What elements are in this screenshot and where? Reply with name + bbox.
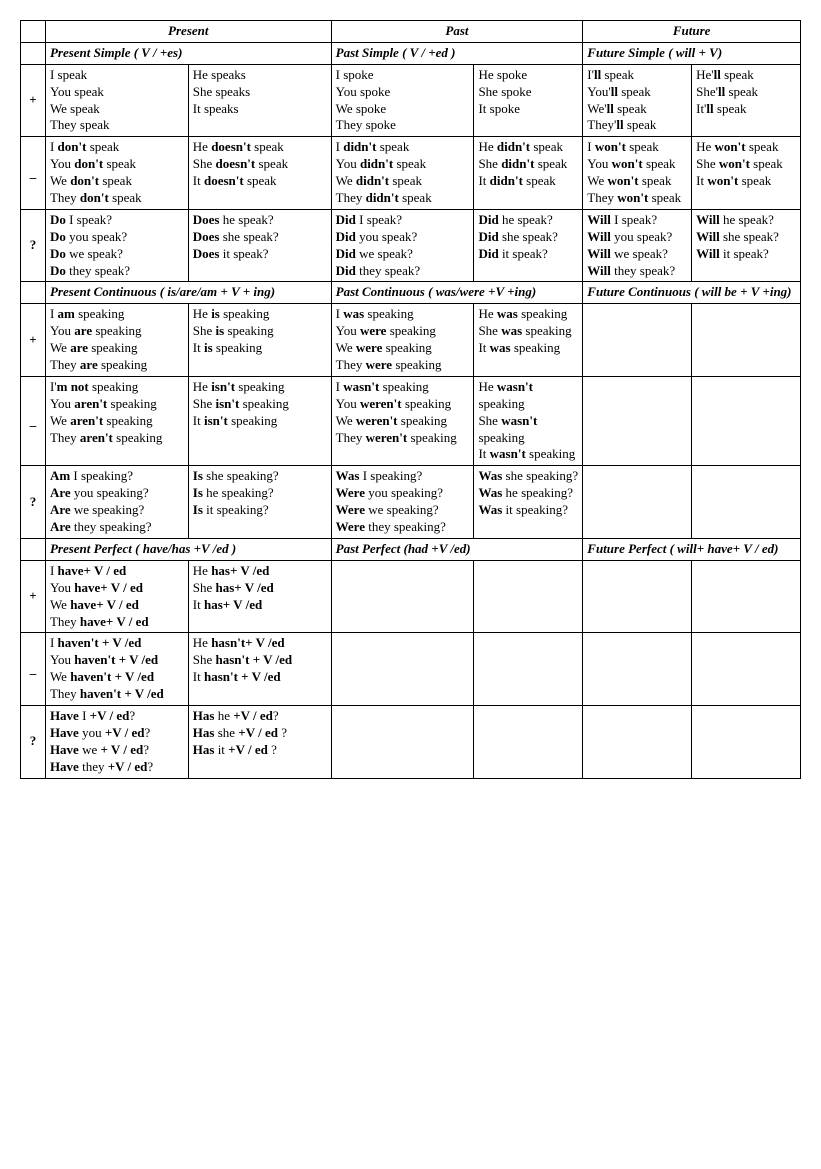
sign-plus: +	[21, 304, 46, 377]
cell: He speaksShe speaksIt speaks	[188, 64, 331, 137]
subheader-past-cont: Past Continuous ( was/were +V +ing)	[331, 282, 583, 304]
subheader-future-simple: Future Simple ( will + V)	[583, 42, 801, 64]
blank-cell	[21, 42, 46, 64]
cell	[331, 705, 474, 778]
cell: I'll speakYou'll speakWe'll speakThey'll…	[583, 64, 692, 137]
corner-cell	[21, 21, 46, 43]
cell: I haven't + V /edYou haven't + V /edWe h…	[45, 633, 188, 706]
cell	[692, 633, 801, 706]
cell: Will he speak?Will she speak?Will it spe…	[692, 209, 801, 282]
cell: I am speakingYou are speakingWe are spea…	[45, 304, 188, 377]
cell: Was I speaking?Were you speaking?Were we…	[331, 466, 474, 539]
cell: Is she speaking?Is he speaking?Is it spe…	[188, 466, 331, 539]
cell: He hasn't+ V /edShe hasn't + V /edIt has…	[188, 633, 331, 706]
cell	[692, 560, 801, 633]
header-future: Future	[583, 21, 801, 43]
cell: Does he speak?Does she speak?Does it spe…	[188, 209, 331, 282]
cell: I spokeYou spokeWe spokeThey spoke	[331, 64, 474, 137]
cell: He was speakingShe was speakingIt was sp…	[474, 304, 583, 377]
cell: I didn't speakYou didn't speakWe didn't …	[331, 137, 474, 210]
blank-cell	[21, 538, 46, 560]
subheader-past-perf: Past Perfect (had +V /ed)	[331, 538, 583, 560]
cell	[583, 705, 692, 778]
cell: He'll speakShe'll speakIt'll speak	[692, 64, 801, 137]
cell	[331, 560, 474, 633]
cell: Do I speak?Do you speak?Do we speak?Do t…	[45, 209, 188, 282]
sign-question: ?	[21, 466, 46, 539]
cell: I speakYou speakWe speakThey speak	[45, 64, 188, 137]
cell: He doesn't speakShe doesn't speakIt does…	[188, 137, 331, 210]
cell: He didn't speakShe didn't speakIt didn't…	[474, 137, 583, 210]
cell	[474, 633, 583, 706]
cell	[692, 376, 801, 465]
cell: I wasn't speakingYou weren't speakingWe …	[331, 376, 474, 465]
subheader-past-simple: Past Simple ( V / +ed )	[331, 42, 583, 64]
subheader-future-cont: Future Continuous ( will be + V +ing)	[583, 282, 801, 304]
cell: He spokeShe spokeIt spoke	[474, 64, 583, 137]
cell: I don't speakYou don't speakWe don't spe…	[45, 137, 188, 210]
sign-question: ?	[21, 209, 46, 282]
cell: I won't speakYou won't speakWe won't spe…	[583, 137, 692, 210]
subheader-present-perf: Present Perfect ( have/has +V /ed )	[45, 538, 331, 560]
cell	[583, 466, 692, 539]
cell	[583, 376, 692, 465]
sign-minus: _	[21, 137, 46, 210]
cell: He has+ V /edShe has+ V /edIt has+ V /ed	[188, 560, 331, 633]
cell: He won't speakShe won't speakIt won't sp…	[692, 137, 801, 210]
sign-minus: _	[21, 633, 46, 706]
cell	[692, 466, 801, 539]
cell	[583, 633, 692, 706]
subheader-present-simple: Present Simple ( V / +es)	[45, 42, 331, 64]
cell	[474, 560, 583, 633]
cell	[583, 560, 692, 633]
cell: Have I +V / ed?Have you +V / ed?Have we …	[45, 705, 188, 778]
sign-question: ?	[21, 705, 46, 778]
cell: He isn't speakingShe isn't speakingIt is…	[188, 376, 331, 465]
subheader-present-cont: Present Continuous ( is/are/am + V + ing…	[45, 282, 331, 304]
subheader-future-perf: Future Perfect ( will+ have+ V / ed)	[583, 538, 801, 560]
cell	[331, 633, 474, 706]
cell: He wasn't speakingShe wasn't speakingIt …	[474, 376, 583, 465]
header-present: Present	[45, 21, 331, 43]
cell: I'm not speakingYou aren't speakingWe ar…	[45, 376, 188, 465]
blank-cell	[21, 282, 46, 304]
cell: I was speakingYou were speakingWe were s…	[331, 304, 474, 377]
cell	[583, 304, 692, 377]
header-past: Past	[331, 21, 583, 43]
cell: He is speakingShe is speakingIt is speak…	[188, 304, 331, 377]
cell	[692, 304, 801, 377]
sign-plus: +	[21, 560, 46, 633]
sign-minus: _	[21, 376, 46, 465]
cell: Am I speaking?Are you speaking?Are we sp…	[45, 466, 188, 539]
cell	[474, 705, 583, 778]
cell: I have+ V / edYou have+ V / edWe have+ V…	[45, 560, 188, 633]
tense-table: Present Past Future Present Simple ( V /…	[20, 20, 801, 779]
cell	[692, 705, 801, 778]
cell: Did he speak?Did she speak?Did it speak?	[474, 209, 583, 282]
sign-plus: +	[21, 64, 46, 137]
cell: Was she speaking?Was he speaking?Was it …	[474, 466, 583, 539]
cell: Has he +V / ed?Has she +V / ed ?Has it +…	[188, 705, 331, 778]
cell: Will I speak?Will you speak?Will we spea…	[583, 209, 692, 282]
cell: Did I speak?Did you speak?Did we speak?D…	[331, 209, 474, 282]
